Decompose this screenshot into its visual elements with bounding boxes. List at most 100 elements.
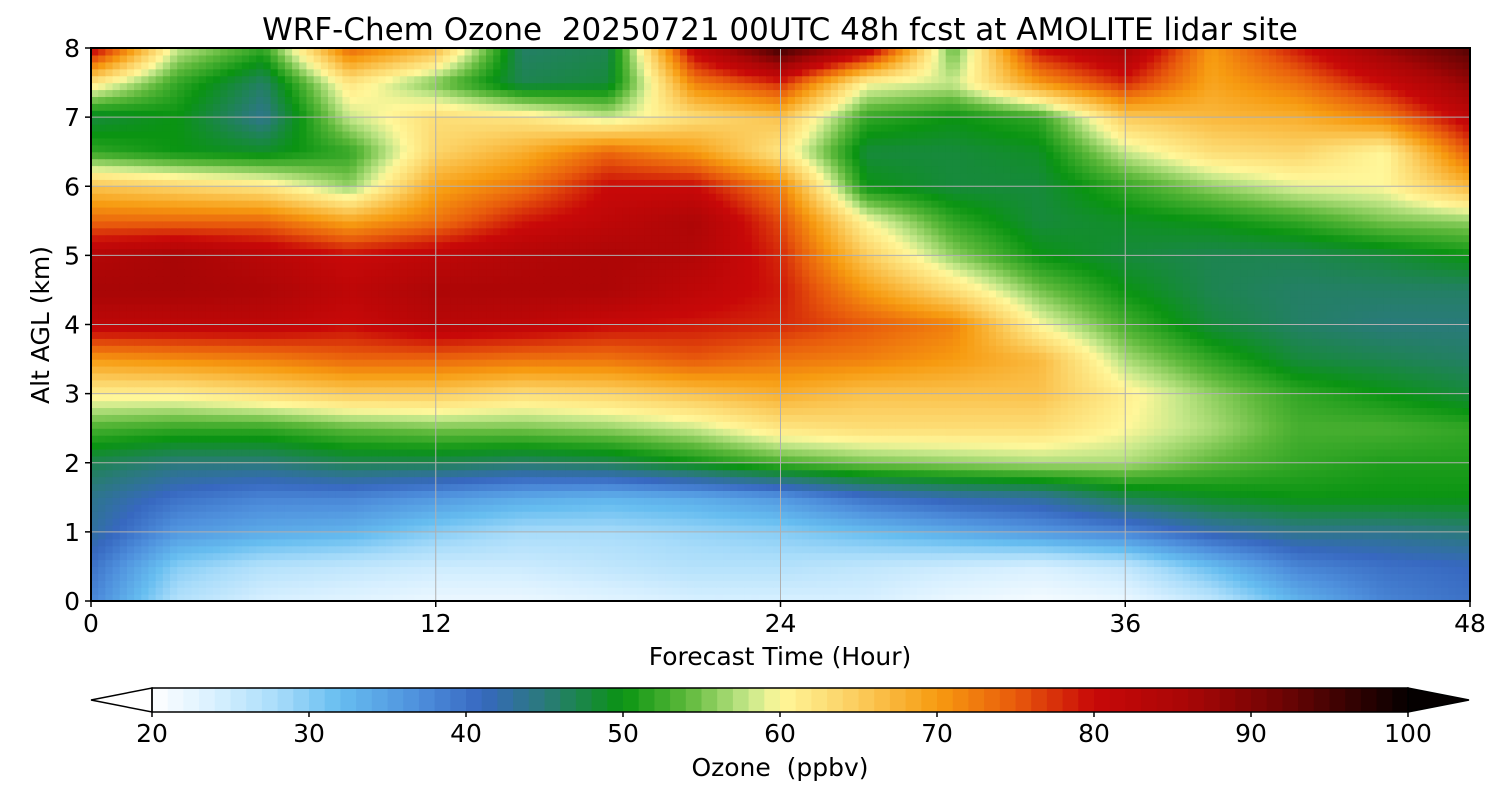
heatmap-cell (1462, 538, 1470, 547)
heatmap-cell (478, 428, 487, 436)
heatmap-cell (1333, 566, 1342, 574)
heatmap-cell (802, 421, 810, 429)
heatmap-cell (435, 545, 444, 554)
heatmap-cell (356, 435, 365, 443)
heatmap-cell (292, 552, 300, 561)
heatmap-cell (320, 580, 329, 588)
heatmap-cell (1304, 518, 1313, 526)
heatmap-cell (543, 421, 552, 429)
heatmap-cell (780, 538, 789, 547)
heatmap-cell (112, 462, 121, 471)
heatmap-cell (450, 428, 458, 436)
heatmap-cell (1362, 428, 1371, 436)
heatmap-cell (1398, 504, 1406, 512)
heatmap-cell (1024, 483, 1033, 491)
heatmap-cell (1304, 566, 1313, 574)
heatmap-cell (1139, 504, 1148, 512)
heatmap-cell (141, 442, 150, 450)
heatmap-cell (1046, 462, 1055, 471)
heatmap-cell (1010, 566, 1019, 574)
heatmap-cell (830, 559, 839, 568)
heatmap-cell (565, 504, 573, 512)
heatmap-cell (1031, 573, 1040, 581)
heatmap-cell (651, 455, 659, 464)
heatmap-cell (859, 552, 868, 561)
heatmap-cell (134, 559, 142, 568)
heatmap-cell (1204, 448, 1213, 457)
heatmap-cell (1182, 580, 1191, 588)
heatmap-cell (1118, 421, 1126, 429)
heatmap-cell (1024, 518, 1033, 526)
heatmap-cell (220, 455, 229, 464)
heatmap-cell (134, 476, 142, 485)
heatmap-cell (170, 462, 178, 471)
heatmap-cell (823, 559, 832, 568)
heatmap-cell (91, 524, 99, 533)
heatmap-cell (916, 497, 925, 505)
heatmap-cell (1017, 448, 1026, 457)
heatmap-cell (622, 455, 631, 464)
heatmap-cell (845, 552, 853, 561)
heatmap-cell (256, 559, 264, 568)
heatmap-cell (126, 469, 135, 478)
heatmap-cell (155, 462, 164, 471)
heatmap-cell (1046, 428, 1055, 436)
heatmap-cell (148, 580, 157, 588)
heatmap-cell (1096, 455, 1105, 464)
heatmap-cell (823, 469, 832, 478)
heatmap-cell (1247, 469, 1256, 478)
heatmap-cell (1326, 435, 1335, 443)
heatmap-cell (134, 531, 142, 540)
heatmap-cell (148, 545, 157, 554)
heatmap-cell (995, 476, 1004, 485)
heatmap-cell (1376, 552, 1385, 561)
heatmap-cell (629, 421, 638, 429)
heatmap-cell (263, 435, 272, 443)
heatmap-cell (1261, 504, 1270, 512)
heatmap-cell (457, 483, 466, 491)
heatmap-cell (263, 476, 272, 485)
heatmap-cell (1182, 448, 1191, 457)
heatmap-cell (1197, 448, 1205, 457)
heatmap-cell (938, 448, 947, 457)
heatmap-cell (1254, 435, 1263, 443)
heatmap-cell (399, 559, 408, 568)
heatmap-cell (349, 504, 358, 512)
heatmap-cell (1132, 545, 1141, 554)
heatmap-cell (1082, 428, 1090, 436)
heatmap-cell (1232, 531, 1241, 540)
heatmap-cell (1434, 580, 1442, 588)
heatmap-cell (888, 435, 897, 443)
heatmap-cell (794, 448, 803, 457)
heatmap-cell (521, 518, 530, 526)
heatmap-cell (1132, 559, 1141, 568)
heatmap-cell (1319, 552, 1327, 561)
heatmap-cell (837, 421, 846, 429)
heatmap-cell (1304, 511, 1313, 519)
heatmap-cell (837, 476, 846, 485)
heatmap-cell (737, 504, 746, 512)
heatmap-cell (313, 442, 322, 450)
heatmap-cell (1132, 587, 1141, 595)
heatmap-cell (442, 455, 451, 464)
heatmap-cell (435, 524, 444, 533)
heatmap-cell (335, 469, 343, 478)
heatmap-cell (902, 552, 911, 561)
heatmap-cell (1297, 580, 1306, 588)
heatmap-cell (924, 566, 932, 574)
heatmap-cell (895, 524, 904, 533)
heatmap-cell (1139, 476, 1148, 485)
heatmap-cell (916, 448, 925, 457)
heatmap-cell (1103, 455, 1112, 464)
heatmap-cell (320, 552, 329, 561)
heatmap-cell (794, 545, 803, 554)
heatmap-cell (730, 469, 738, 478)
heatmap-cell (1261, 511, 1270, 519)
heatmap-cell (823, 594, 832, 601)
heatmap-cell (148, 504, 157, 512)
heatmap-cell (758, 545, 767, 554)
heatmap-cell (658, 538, 667, 547)
heatmap-cell (313, 448, 322, 457)
heatmap-cell (572, 518, 580, 526)
heatmap-cell (1376, 580, 1385, 588)
